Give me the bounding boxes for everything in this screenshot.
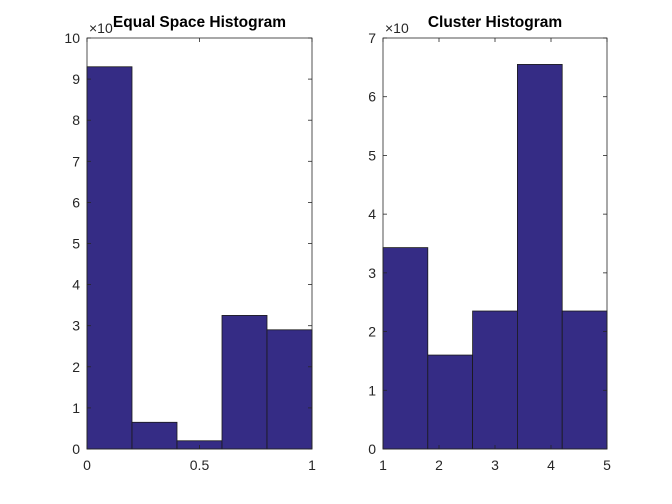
x-tick-label: 0.5 [190, 457, 210, 473]
y-tick-label: 3 [72, 318, 80, 334]
histogram-bar [86, 66, 133, 450]
x-tick-label: 1 [379, 457, 387, 473]
chart-title: Cluster Histogram [428, 14, 562, 31]
y-tick-label: 5 [368, 147, 376, 163]
histogram-bar [221, 315, 268, 450]
y-tick-label: 0 [368, 441, 376, 457]
histogram-bar [472, 310, 518, 450]
y-tick-label: 1 [72, 400, 80, 416]
histogram-bar [266, 329, 313, 450]
y-tick-label: 4 [368, 206, 376, 222]
x-tick-label: 1 [308, 457, 316, 473]
histogram-bar [427, 354, 473, 450]
y-tick-label: 1 [368, 382, 376, 398]
y-tick-label: 10 [64, 30, 80, 46]
equal-space-histogram-panel: 0 1 2 3 4 5 6 7 8 9 10 0 0.5 1 ×10 Equal Space Histogra… [64, 14, 316, 473]
y-tick-label: 7 [72, 153, 80, 169]
x-tick-label: 3 [491, 457, 499, 473]
x-tick-label: 2 [435, 457, 443, 473]
x-tick-label: 4 [547, 457, 555, 473]
y-tick-label: 4 [72, 277, 80, 293]
y-tick-label: 2 [368, 324, 376, 340]
y-tick-label: 0 [72, 441, 80, 457]
y-tick-label: 6 [72, 194, 80, 210]
x-tick-label: 0 [83, 457, 91, 473]
x-tick-label: 5 [603, 457, 611, 473]
y-tick-label: 5 [72, 236, 80, 252]
chart-title: Equal Space Histogram [113, 14, 286, 31]
histogram-bar [561, 310, 608, 450]
y-exponent-label: ×10 [385, 20, 409, 36]
histogram-bar [131, 421, 178, 450]
y-tick-label: 6 [368, 89, 376, 105]
y-tick-label: 7 [368, 30, 376, 46]
y-tick-label: 3 [368, 265, 376, 281]
histogram-bar [517, 64, 563, 450]
y-exponent-label: ×10 [89, 20, 113, 36]
y-tick-label: 2 [72, 359, 80, 375]
y-tick-label: 9 [72, 71, 80, 87]
histogram-bar [382, 247, 429, 450]
y-tick-label: 8 [72, 112, 80, 128]
